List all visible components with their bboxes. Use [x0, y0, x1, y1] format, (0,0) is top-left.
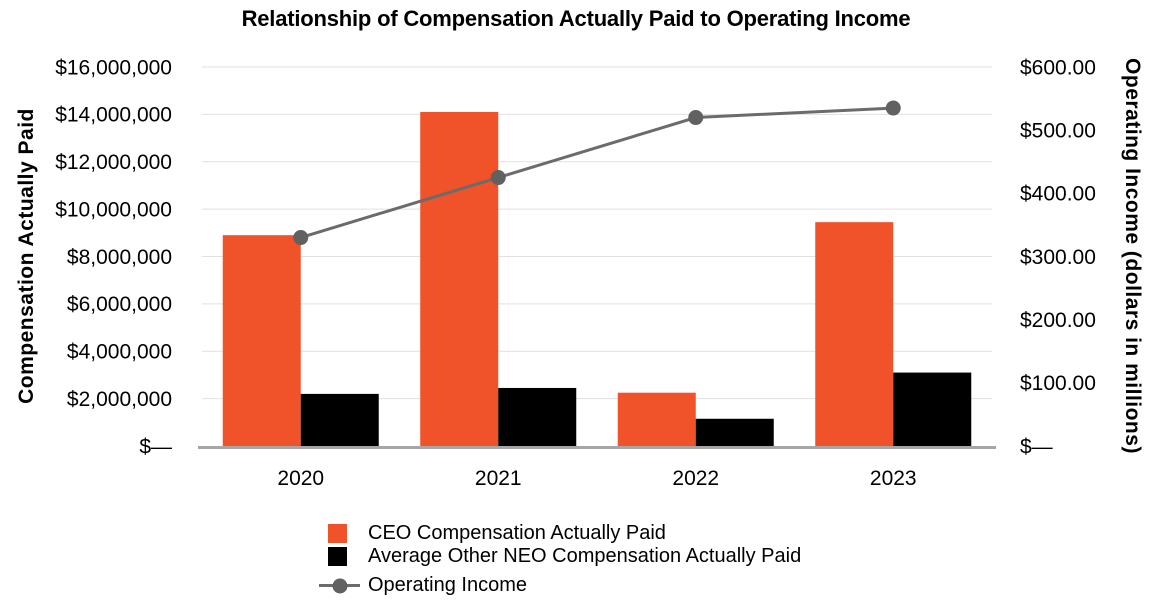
- operating-income-point-2020: [293, 230, 309, 246]
- right-axis-tick-label: $—: [1020, 435, 1053, 458]
- left-axis-tick-label: $—: [139, 435, 172, 458]
- left-axis-tick-label: $2,000,000: [67, 388, 172, 411]
- x-axis-label: 2021: [475, 467, 522, 490]
- right-axis-tick-label: $600.00: [1020, 56, 1096, 79]
- left-axis-tick-label: $16,000,000: [55, 56, 172, 79]
- right-axis-tick-label: $100.00: [1020, 372, 1096, 395]
- bar-ceo-2021: [420, 112, 499, 446]
- bar-neo-2023: [893, 372, 972, 446]
- legend-label-ceo: CEO Compensation Actually Paid: [368, 522, 666, 544]
- left-axis-tick-label: $14,000,000: [55, 104, 172, 127]
- bar-neo-2021: [498, 387, 577, 446]
- bar-ceo-2020: [222, 235, 301, 446]
- left-axis-tick-label: $8,000,000: [67, 246, 172, 269]
- left-axis-tick-label: $6,000,000: [67, 293, 172, 316]
- x-axis-label: 2022: [672, 467, 719, 490]
- legend-label-operating-income: Operating Income: [368, 574, 527, 596]
- bar-neo-2022: [695, 418, 774, 446]
- bar-neo-2020: [300, 393, 379, 446]
- legend: CEO Compensation Actually Paid Average O…: [319, 522, 802, 596]
- operating-income-point-2021: [490, 170, 506, 186]
- operating-income-point-2022: [688, 110, 704, 126]
- right-axis-tick-label: $400.00: [1020, 183, 1096, 206]
- right-axis-tick-label: $500.00: [1020, 120, 1096, 143]
- line-marker-dot-icon: [332, 578, 347, 593]
- bar-ceo-2023: [815, 222, 894, 446]
- legend-item-operating-income: Operating Income: [319, 574, 801, 596]
- x-axis-label: 2020: [277, 467, 324, 490]
- left-axis-tick-label: $4,000,000: [67, 341, 172, 364]
- neo-bar-swatch: [328, 547, 347, 566]
- chart-title: Relationship of Compensation Actually Pa…: [241, 6, 911, 31]
- ceo-bar-swatch: [328, 524, 347, 543]
- x-axis-label: 2023: [870, 467, 917, 490]
- operating-income-point-2023: [885, 100, 901, 116]
- legend-item-neo: Average Other NEO Compensation Actually …: [328, 545, 802, 567]
- legend-item-ceo: CEO Compensation Actually Paid: [328, 522, 801, 544]
- operating-income-line: [300, 106, 894, 239]
- bar-ceo-2022: [617, 392, 696, 446]
- right-axis-tick-label: $300.00: [1020, 246, 1096, 269]
- left-axis-tick-label: $10,000,000: [55, 198, 172, 221]
- left-axis-tick-label: $12,000,000: [55, 151, 172, 174]
- legend-label-neo: Average Other NEO Compensation Actually …: [368, 545, 802, 567]
- operating-income-line-swatch: [319, 578, 360, 593]
- right-axis-tick-label: $200.00: [1020, 309, 1096, 332]
